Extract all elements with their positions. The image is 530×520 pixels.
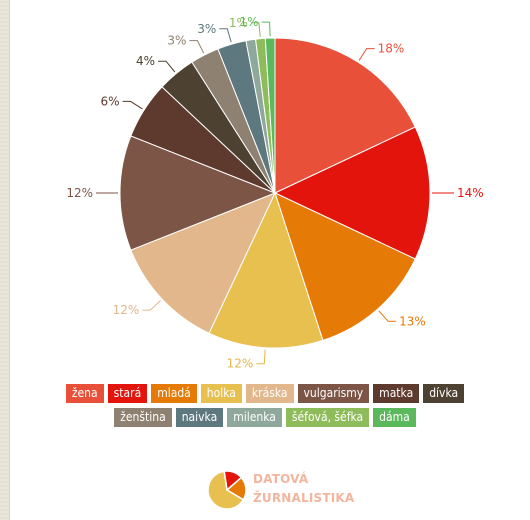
pie-leader-lines bbox=[96, 21, 454, 365]
leader-line-sefova-sefka bbox=[250, 22, 261, 37]
leader-line-mlada bbox=[378, 310, 397, 322]
legend-item-stara[interactable]: stará bbox=[107, 384, 148, 403]
leader-line-naivka bbox=[219, 28, 232, 43]
pie-slices bbox=[119, 37, 431, 349]
leader-line-matka bbox=[122, 100, 143, 110]
legend-row-1: žena stará mladá holka kráska vulgarismy matka… bbox=[30, 384, 500, 403]
legend-item-kraska[interactable]: kráska bbox=[245, 384, 294, 403]
pie-chart: 18% 14% 13% 12% 12% 12% 6% 4% 3% 3% 1%1% bbox=[66, 15, 483, 371]
legend-row-2: ženština naivka milenka šéfová, šéfka dáma bbox=[30, 408, 500, 427]
pie-labels: 18% 14% 13% 12% 12% 12% 6% 4% 3% 3% 1%1% bbox=[66, 15, 483, 371]
logo-line-2: ŽURNALISTIKA bbox=[253, 491, 355, 505]
legend-item-dama[interactable]: dáma bbox=[373, 408, 416, 427]
logo-text: DATOVÁ ŽURNALISTIKA bbox=[253, 470, 354, 508]
pie-slice-zena[interactable] bbox=[274, 37, 416, 194]
legend-item-divka[interactable]: dívka bbox=[423, 384, 465, 403]
legend-item-holka[interactable]: holka bbox=[200, 384, 242, 403]
leader-line-zenstina bbox=[189, 40, 205, 54]
legend-item-zena[interactable]: žena bbox=[65, 384, 104, 403]
pie-slice-dama[interactable] bbox=[264, 37, 276, 194]
pie-slice-mlada[interactable] bbox=[274, 192, 416, 342]
logo-pie-segment bbox=[207, 470, 245, 510]
legend-item-sefova-sefka[interactable]: šéfová, šéfka bbox=[285, 408, 370, 427]
slice-label-sefova-sefka: 1% bbox=[229, 16, 248, 30]
pie-slice-holka[interactable] bbox=[208, 191, 324, 349]
logo-line-1: DATOVÁ bbox=[253, 472, 309, 486]
slice-label-divka: 4% bbox=[136, 54, 155, 68]
legend-item-matka[interactable]: matka bbox=[373, 384, 420, 403]
legend-item-milenka[interactable]: milenka bbox=[227, 408, 282, 427]
slice-label-holka: 12% bbox=[227, 357, 254, 371]
legend-item-zenstina[interactable]: ženština bbox=[114, 408, 172, 427]
leader-line-dama bbox=[261, 21, 271, 37]
slice-label-zenstina: 3% bbox=[167, 34, 186, 48]
leader-line-kraska bbox=[142, 300, 161, 311]
pie-slice-kraska[interactable] bbox=[130, 192, 276, 334]
slice-label-naivka: 3% bbox=[197, 22, 216, 36]
slice-label-vulgarismy: 12% bbox=[66, 186, 93, 200]
slice-label-kraska: 12% bbox=[113, 303, 140, 317]
pie-slice-vulgarismy[interactable] bbox=[119, 135, 277, 251]
legend-item-mlada[interactable]: mladá bbox=[151, 384, 197, 403]
leader-line-zena bbox=[358, 48, 375, 61]
slice-label-matka: 6% bbox=[101, 94, 120, 108]
legend-item-vulgarismy[interactable]: vulgarismy bbox=[297, 384, 370, 403]
left-edge-texture bbox=[0, 0, 10, 520]
datova-zurnalistika-logo[interactable]: DATOVÁ ŽURNALISTIKA bbox=[205, 468, 365, 512]
slice-label-mlada: 13% bbox=[399, 314, 426, 328]
leader-line-holka bbox=[256, 349, 266, 365]
slice-label-stara: 14% bbox=[457, 186, 484, 200]
pie-slice-stara[interactable] bbox=[273, 126, 431, 260]
legend-item-naivka[interactable]: naivka bbox=[175, 408, 224, 427]
slice-label-dama: 1% bbox=[240, 15, 259, 29]
logo-pie-icon bbox=[207, 470, 247, 510]
leader-line-divka bbox=[158, 60, 176, 73]
slice-label-zena: 18% bbox=[378, 42, 405, 56]
